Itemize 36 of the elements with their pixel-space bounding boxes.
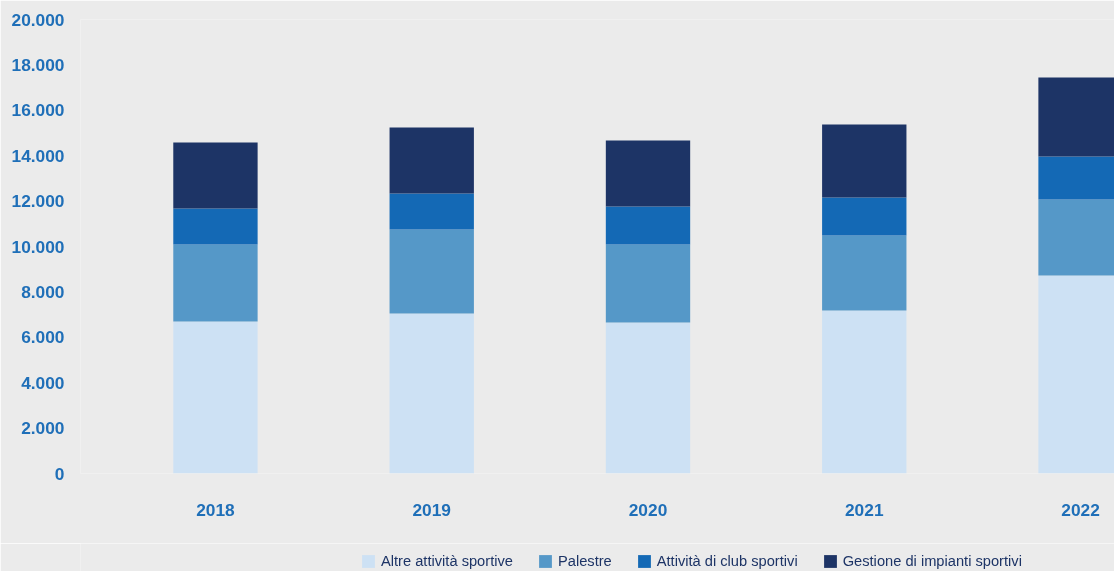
bar [389, 313, 474, 474]
x-tick-label: 2022 [1061, 499, 1100, 520]
y-tick-label: 2.000 [21, 418, 65, 439]
x-tick-label: 2018 [196, 499, 236, 520]
y-tick-label: 16.000 [11, 100, 65, 121]
bar [605, 244, 691, 323]
y-tick-label: 10.000 [11, 236, 65, 257]
bar [173, 244, 258, 322]
legend-label: Attività di club sportivi [656, 553, 798, 569]
y-tick-label: 12.000 [11, 191, 65, 212]
x-tick-label: 2021 [845, 499, 884, 520]
bar [173, 321, 258, 474]
bar [822, 124, 907, 198]
bar [173, 208, 258, 245]
y-tick-label: 4.000 [21, 372, 65, 393]
legend-label: Gestione di impianti sportivi [842, 553, 1022, 569]
x-tick-label: 2019 [412, 499, 452, 520]
y-tick-label: 8.000 [21, 281, 65, 302]
y-tick-label: 18.000 [11, 54, 65, 75]
y-tick-label: 14.000 [11, 145, 65, 166]
x-tick-label: 2020 [628, 499, 668, 520]
bar [605, 140, 691, 207]
bar [173, 142, 258, 209]
bar [822, 235, 907, 311]
bar [822, 310, 907, 474]
bar [822, 197, 907, 236]
bar [605, 206, 691, 245]
y-tick-label: 0 [54, 463, 65, 484]
bar [389, 127, 474, 194]
legend-label: Palestre [557, 553, 612, 569]
bar [605, 322, 691, 474]
y-tick-label: 6.000 [21, 327, 65, 348]
bar [389, 193, 474, 230]
legend-label: Altre attività sportive [381, 553, 513, 569]
bar [389, 229, 474, 314]
y-tick-label: 20.000 [11, 9, 65, 30]
